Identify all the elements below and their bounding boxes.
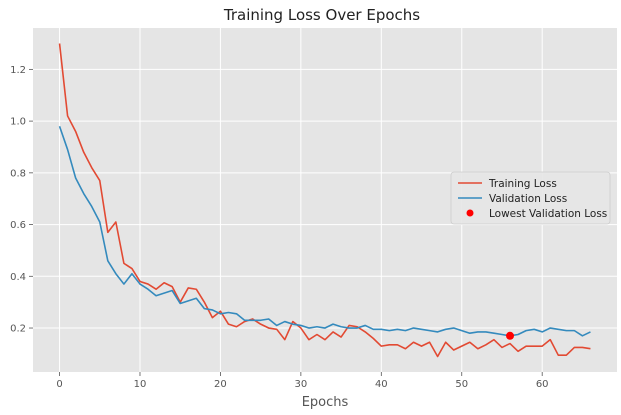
legend-marker-lowest-validation-loss	[466, 209, 474, 217]
x-tick-label: 30	[295, 379, 308, 390]
legend: Training Loss Validation Loss Lowest Val…	[450, 171, 611, 225]
series-layer	[58, 43, 591, 358]
series-line-validation-loss	[58, 126, 591, 337]
legend-label-training-loss: Training Loss	[488, 178, 557, 190]
chart-title: Training Loss Over Epochs	[223, 6, 420, 24]
lowest-validation-loss-point	[506, 331, 515, 340]
x-tick-label: 60	[536, 379, 549, 390]
x-tick-label: 0	[56, 379, 62, 390]
legend-label-lowest-validation-loss: Lowest Validation Loss	[489, 208, 607, 220]
series-line-training-loss	[58, 43, 591, 358]
y-tick-label: 1.0	[10, 117, 26, 128]
legend-box	[450, 171, 611, 225]
x-axis-title: Epochs	[302, 395, 349, 410]
x-tick-label: 10	[134, 379, 147, 390]
y-tick-label: 0.4	[10, 272, 26, 283]
y-tick-label: 0.6	[10, 220, 26, 231]
legend-label-validation-loss: Validation Loss	[489, 193, 567, 205]
x-tick-label: 50	[455, 379, 468, 390]
y-tick-label: 1.2	[10, 65, 26, 76]
y-tick-label: 0.2	[10, 324, 26, 335]
x-tick-label: 40	[375, 379, 388, 390]
axis-ticks: 0 10 20 30 40 50 60 0.2 0.4 0.6 0.8 1.0 1.2	[10, 65, 548, 390]
x-tick-label: 20	[214, 379, 227, 390]
y-tick-label: 0.8	[10, 168, 26, 179]
